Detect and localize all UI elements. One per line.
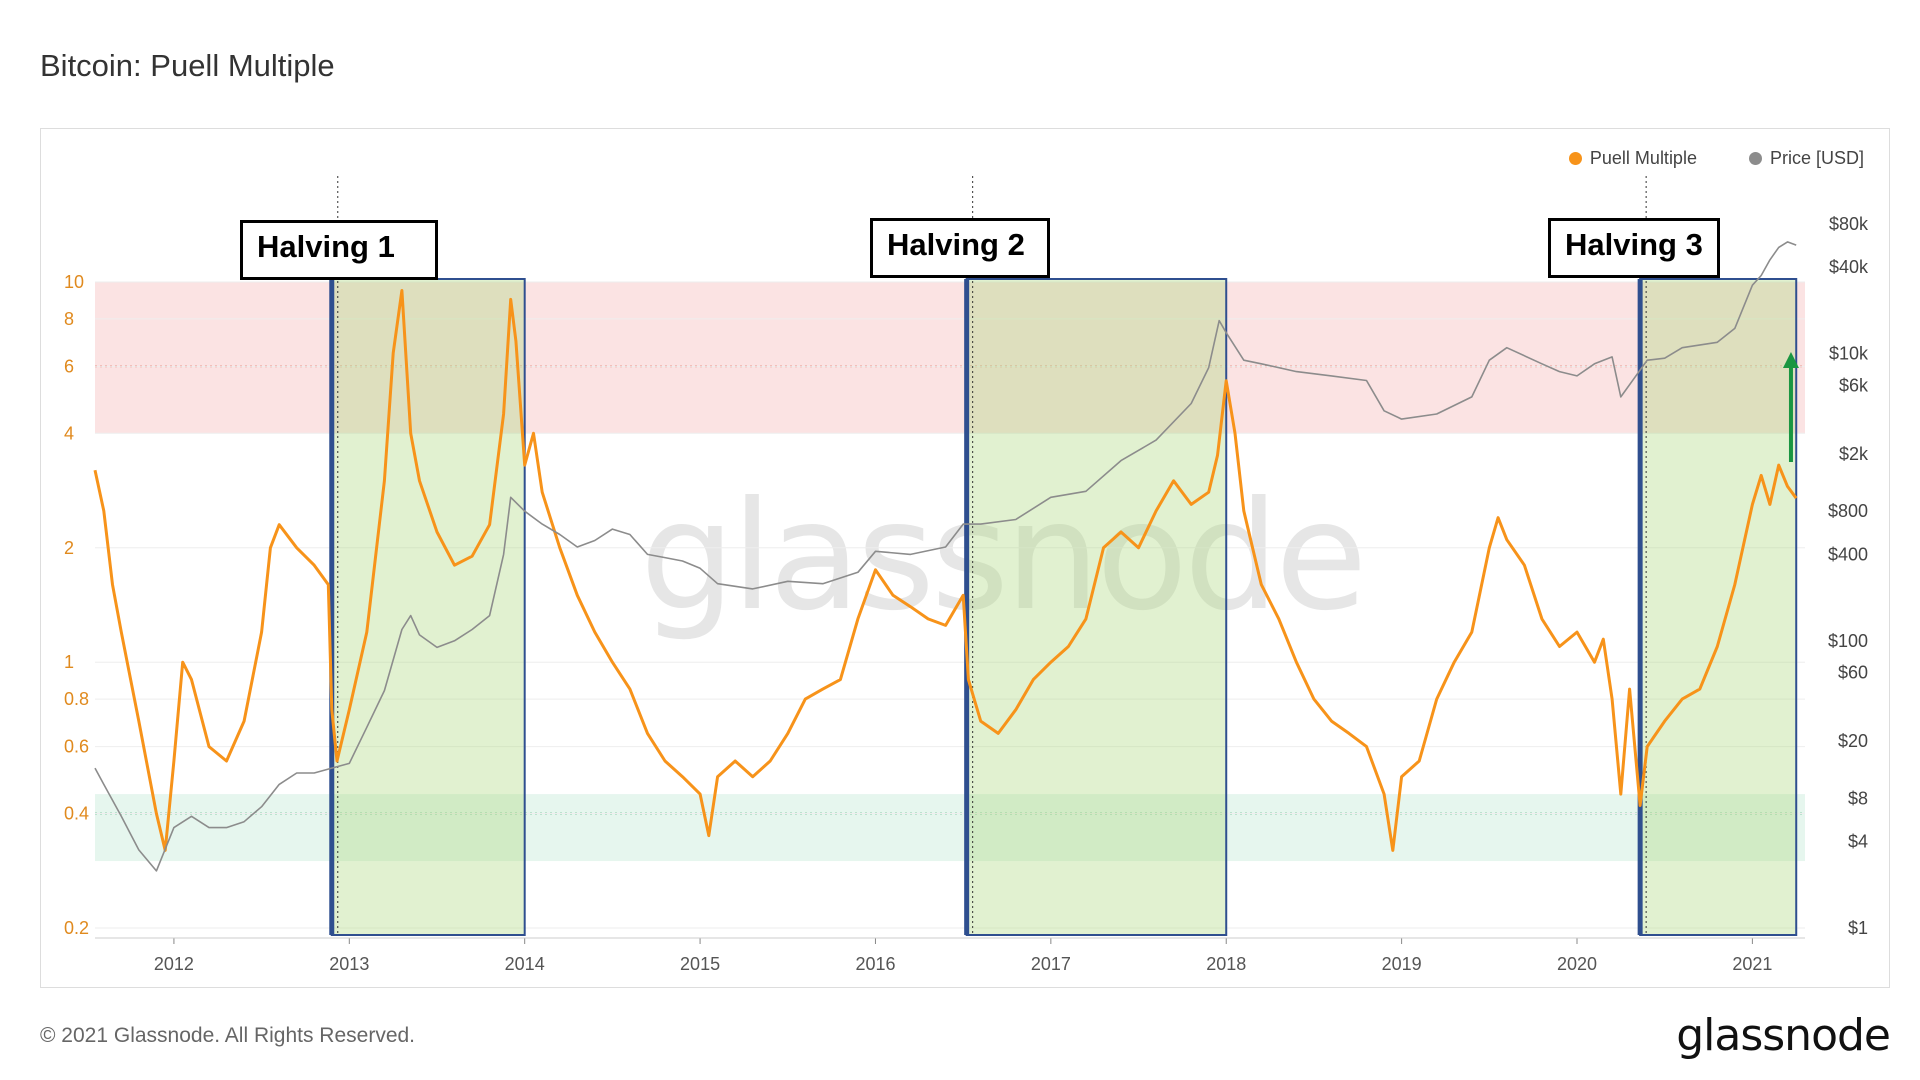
- y-left-tick-label: 4: [64, 423, 74, 443]
- halving-3-label: Halving 3: [1548, 218, 1720, 278]
- y-left-tick-label: 0.8: [64, 689, 89, 709]
- series-line-puell-multiple: [93, 289, 1798, 852]
- chart-legend: Puell Multiple Price [USD]: [1568, 148, 1864, 169]
- band-green: [95, 794, 1805, 862]
- y-left-tick-label: 1: [64, 652, 74, 672]
- page-title: Bitcoin: Puell Multiple: [40, 48, 335, 83]
- footer-logo: glassnode: [1676, 1010, 1891, 1061]
- y-left-tick-label: 0.6: [64, 737, 89, 757]
- series-line-price: [94, 241, 1797, 872]
- x-tick-label: 2019: [1382, 954, 1422, 974]
- x-tick-label: 2020: [1557, 954, 1597, 974]
- y-right-tick-label: $2k: [1839, 444, 1869, 464]
- y-right-tick-label: $4: [1848, 832, 1868, 852]
- y-left-tick-label: 2: [64, 538, 74, 558]
- y-left-tick-label: 10: [64, 272, 84, 292]
- x-tick-label: 2015: [680, 954, 720, 974]
- legend-label-puell: Puell Multiple: [1589, 148, 1697, 168]
- halving-1-label: Halving 1: [240, 220, 438, 280]
- x-tick-label: 2018: [1206, 954, 1246, 974]
- y-right-tick-label: $8: [1848, 788, 1868, 808]
- x-tick-label: 2014: [505, 954, 545, 974]
- y-left-tick-label: 0.2: [64, 918, 89, 938]
- halving-window-2: [965, 278, 1228, 936]
- y-left-tick-label: 0.4: [64, 804, 89, 824]
- y-right-tick-label: $800: [1828, 501, 1868, 521]
- up-arrow-icon: [1782, 352, 1799, 368]
- y-right-tick-label: $20: [1838, 731, 1868, 751]
- y-left-tick-label: 6: [64, 356, 74, 376]
- legend-label-price: Price [USD]: [1769, 148, 1864, 168]
- y-right-tick-label: $10k: [1829, 344, 1869, 364]
- y-right-tick-label: $60: [1838, 663, 1868, 683]
- legend-item-puell[interactable]: Puell Multiple: [1568, 148, 1697, 169]
- footer-copyright: © 2021 Glassnode. All Rights Reserved.: [40, 1024, 416, 1047]
- x-tick-label: 2016: [855, 954, 895, 974]
- halving-window-3: [1639, 278, 1798, 936]
- y-right-tick-label: $400: [1828, 544, 1868, 564]
- legend-dot-puell: [1568, 152, 1582, 165]
- band-red: [95, 282, 1805, 434]
- legend-dot-price: [1748, 152, 1762, 165]
- x-tick-label: 2017: [1031, 954, 1071, 974]
- y-right-tick-label: $1: [1848, 918, 1868, 938]
- y-right-tick-label: $40k: [1829, 257, 1869, 277]
- y-right-tick-label: $100: [1828, 631, 1868, 651]
- legend-item-price[interactable]: Price [USD]: [1748, 148, 1864, 169]
- halving-window-1: [330, 278, 526, 936]
- x-tick-label: 2021: [1732, 954, 1772, 974]
- y-right-tick-label: $80k: [1829, 214, 1869, 234]
- y-left-tick-label: 8: [64, 309, 74, 329]
- halving-2-label: Halving 2: [870, 218, 1050, 278]
- x-tick-label: 2013: [329, 954, 369, 974]
- x-tick-label: 2012: [154, 954, 194, 974]
- y-right-tick-label: $6k: [1839, 376, 1869, 396]
- chart-frame: [40, 128, 1890, 988]
